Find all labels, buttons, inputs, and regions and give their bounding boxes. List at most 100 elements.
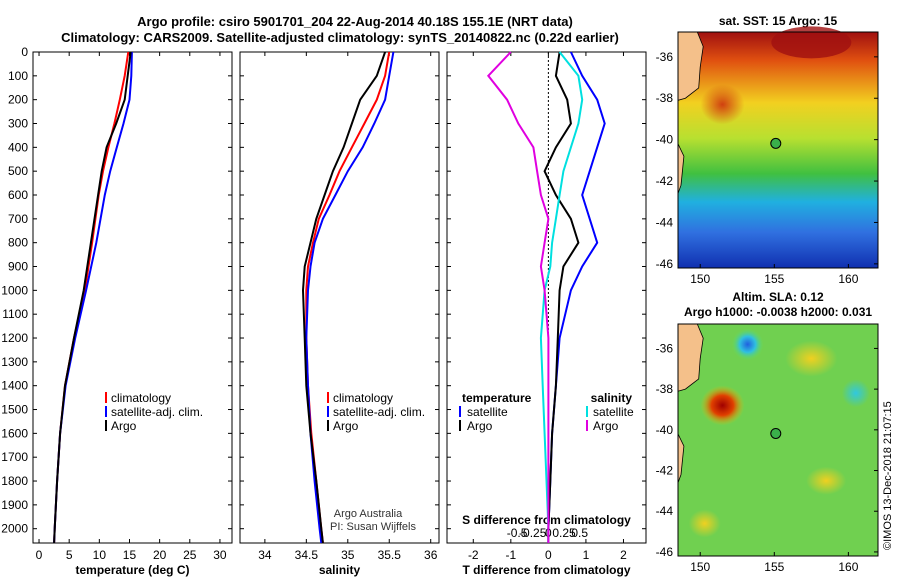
- map-frame-sla_map: [677, 323, 879, 557]
- xtick-label: 35.5: [378, 548, 402, 562]
- series-line-temperature-argo: [53, 51, 132, 544]
- xtick-label: 25: [183, 548, 197, 562]
- map-xtick-label: 160: [838, 272, 858, 286]
- xtick-label: 2: [620, 548, 627, 562]
- sla-low-1: [841, 379, 870, 408]
- xtick-label: 15: [123, 548, 137, 562]
- ytick-label: 1600: [1, 426, 28, 440]
- legend-label: Argo: [111, 419, 137, 433]
- sla-high-2: [688, 509, 721, 538]
- legend-label: satellite: [593, 405, 634, 419]
- series-line-difference-s-argo: [486, 51, 550, 543]
- ytick-label: 700: [8, 212, 28, 226]
- xtick-label: -2: [468, 548, 479, 562]
- ytick-label: 1200: [1, 331, 28, 345]
- ytick-label: 0: [21, 45, 28, 59]
- legend-label: satellite: [467, 405, 508, 419]
- xtick-label: 20: [153, 548, 167, 562]
- ytick-label: 1700: [1, 450, 28, 464]
- ytick-label: 1000: [1, 283, 28, 297]
- credit-line1: Argo Australia: [334, 508, 403, 520]
- xaxis-label-temperature: temperature (deg C): [75, 563, 189, 577]
- ytick-label: 200: [8, 93, 28, 107]
- xaxis-label-salinity: salinity: [319, 563, 361, 577]
- ytick-label: 1300: [1, 355, 28, 369]
- series-line-difference-t-argo: [543, 51, 580, 543]
- figure-title-line2: Climatology: CARS2009. Satellite-adjuste…: [61, 30, 619, 45]
- land-mask: [677, 31, 704, 101]
- xtick-label: 36: [424, 548, 438, 562]
- map-ytick-label: -42: [656, 174, 674, 188]
- ytick-label: 400: [8, 140, 28, 154]
- xtick-label: 34.5: [295, 548, 319, 562]
- ytick-label: 1800: [1, 474, 28, 488]
- ytick-label: 300: [8, 117, 28, 131]
- xtick-label: 35: [341, 548, 355, 562]
- series-line-salinity-argo: [301, 51, 387, 544]
- xtick-label: -1: [505, 548, 516, 562]
- ytick-label: 2000: [1, 522, 28, 536]
- series-line-difference-s-satellite: [539, 51, 584, 543]
- legend-title-temperature: temperature: [462, 391, 532, 405]
- map-subtitle-sla_map: Argo h1000: -0.0038 h2000: 0.031: [684, 305, 872, 319]
- map-frame-sst_map: [677, 31, 879, 269]
- xtick-label: 10: [93, 548, 107, 562]
- xtick-label: 1: [583, 548, 590, 562]
- legend-label: Argo: [593, 419, 619, 433]
- sdiff-tick-label: -0.25: [519, 526, 547, 540]
- legend-label: satellite-adj. clim.: [333, 405, 425, 419]
- map-title-sla_map: Altim. SLA: 0.12: [732, 290, 824, 304]
- ytick-label: 800: [8, 236, 28, 250]
- map-ytick-label: -42: [656, 464, 674, 478]
- legend-label: satellite-adj. clim.: [111, 405, 203, 419]
- map-ytick-label: -40: [656, 133, 674, 147]
- legend-label: climatology: [111, 391, 171, 405]
- map-ytick-label: -46: [656, 545, 674, 559]
- xaxis-label-sdiff: S difference from climatology: [462, 513, 631, 527]
- legend-title-salinity: salinity: [591, 391, 633, 405]
- xaxis-label-difference: T difference from climatology: [462, 563, 630, 577]
- xtick-label: 34: [258, 548, 272, 562]
- map-xtick-label: 150: [690, 560, 710, 574]
- ytick-label: 100: [8, 69, 28, 83]
- land-mask: [677, 323, 704, 392]
- sla-warm-eddy: [700, 385, 745, 426]
- map-xtick-label: 155: [764, 560, 784, 574]
- sst-field: [678, 32, 878, 268]
- legend-label: Argo: [333, 419, 359, 433]
- legend-label: Argo: [467, 419, 493, 433]
- legend-label: climatology: [333, 391, 393, 405]
- ytick-label: 1100: [2, 307, 28, 321]
- panel-frame-salinity: [239, 51, 440, 544]
- ytick-label: 1400: [1, 379, 28, 393]
- panel-frame-temperature: [32, 51, 233, 544]
- map-xtick-label: 155: [764, 272, 784, 286]
- xtick-label: 30: [213, 548, 227, 562]
- map-xtick-label: 150: [690, 272, 710, 286]
- xtick-label: 0: [545, 548, 552, 562]
- xtick-label: 0: [36, 548, 43, 562]
- sdiff-tick-label: 0.5: [571, 526, 588, 540]
- sla-high-3: [806, 466, 847, 495]
- argo-float-marker: [770, 137, 782, 149]
- map-ytick-label: -36: [656, 50, 674, 64]
- credit-line2: PI: Susan Wijffels: [330, 521, 416, 533]
- figure-title-line1: Argo profile: csiro 5901701_204 22-Aug-2…: [137, 14, 573, 29]
- sst-warm-north: [771, 26, 852, 59]
- ytick-label: 600: [8, 188, 28, 202]
- map-xtick-label: 160: [838, 560, 858, 574]
- map-ytick-label: -38: [656, 91, 674, 105]
- sdiff-tick-label: 0.25: [552, 526, 576, 540]
- sdiff-tick-label: -0.5: [507, 526, 528, 540]
- argo-float-marker: [770, 427, 782, 439]
- xtick-label: 5: [66, 548, 73, 562]
- ytick-label: 1500: [1, 403, 28, 417]
- map-ytick-label: -40: [656, 423, 674, 437]
- ytick-label: 500: [8, 164, 28, 178]
- map-title-sst_map: sat. SST: 15 Argo: 15: [719, 14, 838, 28]
- sla-cold-eddy: [731, 328, 764, 361]
- ytick-label: 900: [8, 260, 28, 274]
- sst-warm-eddy: [700, 84, 745, 125]
- sla-high-1: [785, 340, 838, 377]
